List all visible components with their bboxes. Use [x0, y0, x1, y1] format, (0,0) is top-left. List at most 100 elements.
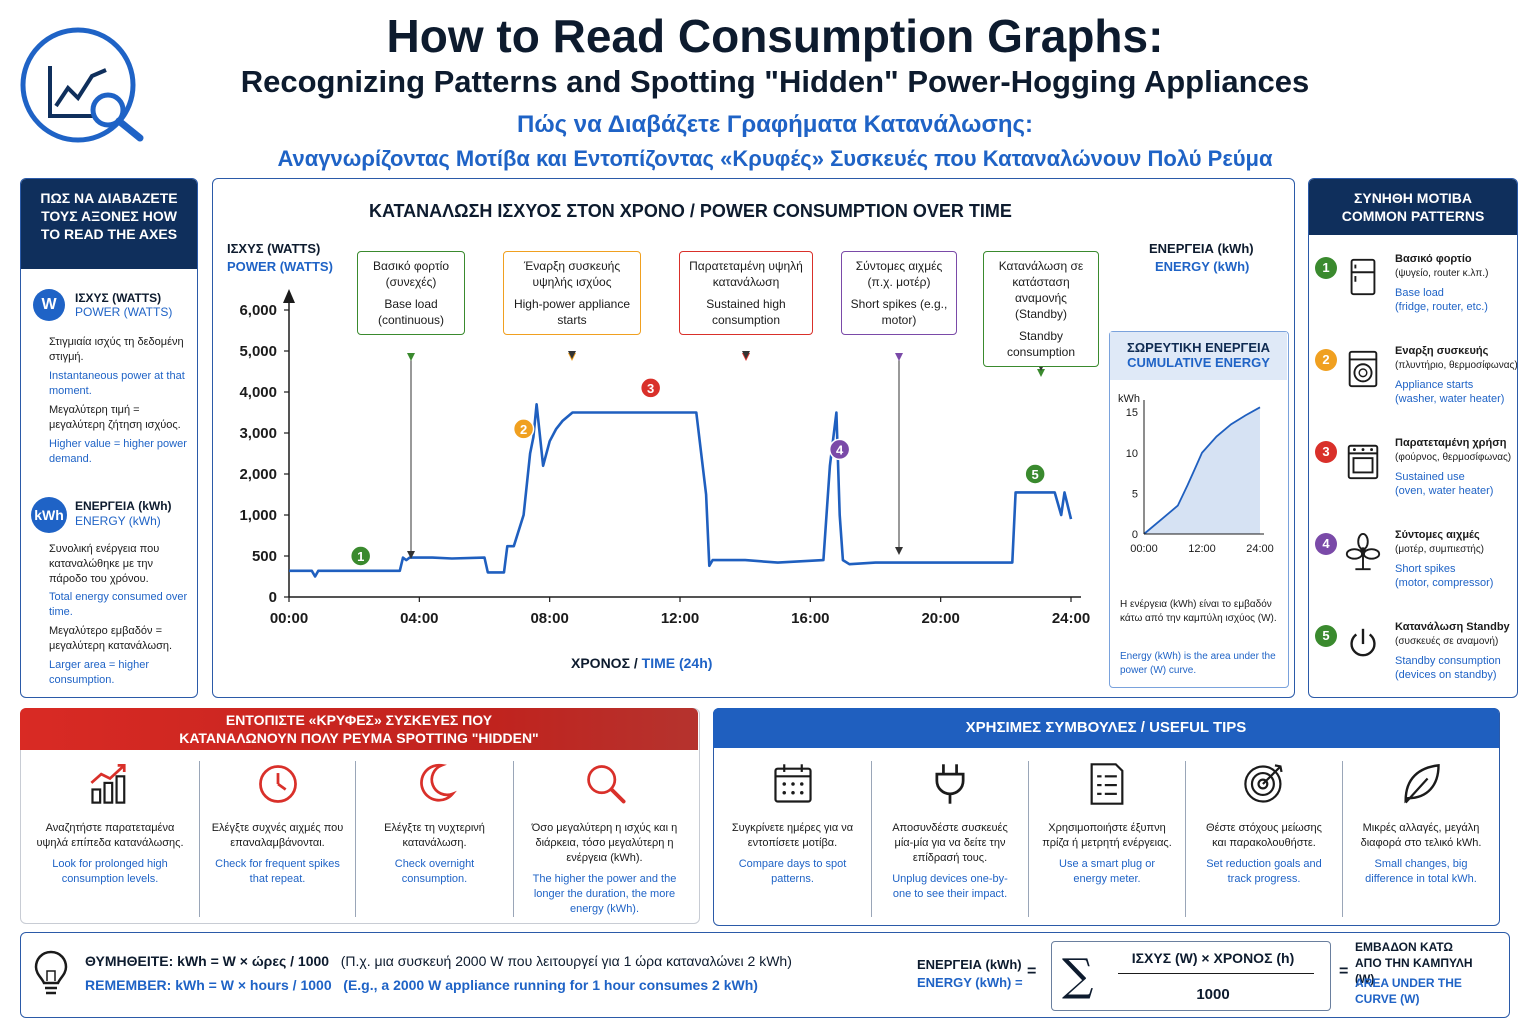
- cumulative-y-tick-label: 5: [1132, 488, 1138, 500]
- cumulative-y-tick-label: 0: [1132, 529, 1138, 541]
- axes-panel: ΠΩΣ ΝΑ ΔΙΑΒΑΖΕΤΕ ΤΟΥΣ ΑΞΟΝΕΣ HOW TO READ…: [20, 178, 198, 698]
- energy-desc-2: Μεγαλύτερο εμβαδόν = μεγαλύτερη κατανάλω…: [49, 625, 173, 652]
- main-chart-right-label: ΕΝΕΡΓΕΙΑ (kWh): [1149, 241, 1254, 256]
- spotting-greek: Ελέγξτε συχνές αιχμές που επαναλαμβάνοντ…: [211, 822, 344, 849]
- pattern-marker: [639, 377, 662, 399]
- pattern-title: Κατανάλωση Standby: [1395, 621, 1510, 633]
- formula-footer: ΘΥΜΗΘΕΙΤΕ: kWh = W × ώρες / 1000 (Π.χ. μ…: [20, 932, 1510, 1018]
- page-title-greek: Πώς να Διαβάζετε Γραφήματα Κατανάλωσης:: [517, 111, 1033, 138]
- y-tick-label: 1,000: [239, 507, 277, 524]
- page-title: How to Read Consumption Graphs:: [386, 10, 1164, 62]
- cumulative-x-tick-label: 00:00: [1130, 543, 1158, 555]
- energy-desc-1: Συνολική ενέργεια που καταναλώθηκε με τη…: [49, 543, 160, 585]
- tips-header: ΧΡΗΣΙΜΕΣ ΣΥΜΒΟΥΛΕΣ / USEFUL TIPS: [713, 708, 1499, 748]
- pattern-item: 5 Κατανάλωση Standby (συσκευές σε αναμον…: [1309, 621, 1517, 697]
- pattern-marker-number: 2: [520, 422, 527, 437]
- remember-formula: ΘΥΜΗΘΕΙΤΕ: kWh = W × ώρες / 1000: [85, 953, 330, 969]
- pattern-english-sub: (motor, compressor): [1395, 577, 1494, 589]
- main-chart-right-label-en: ENERGY (kWh): [1155, 259, 1250, 274]
- main-chart-ylabel-en: POWER (WATTS): [227, 259, 333, 274]
- tip-greek: Χρησιμοποιήστε έξυπνη πρίζα ή μετρητή εν…: [1042, 822, 1172, 849]
- spotting-item: Αναζητήστε παρατεταμένα υψηλά επίπεδα κα…: [21, 761, 199, 917]
- pattern-english: Short spikes: [1395, 563, 1456, 575]
- x-tick-label: 24:00: [1052, 610, 1090, 627]
- callout-english: High-power appliance starts: [513, 297, 631, 327]
- pattern-english-sub: (devices on standby): [1395, 669, 1497, 681]
- y-tick-label: 2,000: [239, 466, 277, 483]
- pattern-marker-number: 1: [357, 549, 364, 564]
- energy-desc-1-en: Total energy consumed over time.: [49, 591, 188, 618]
- formula-numerator: ΙΣΧΥΣ (W) × ΧΡΟΝΟΣ (h): [1131, 950, 1295, 966]
- callout-arrow: [1037, 369, 1045, 377]
- cumulative-area: [1144, 407, 1260, 534]
- callout-arrow: [895, 353, 903, 361]
- spotting-item: Όσο μεγαλύτερη η ισχύς και η διάρκεια, τ…: [513, 761, 695, 917]
- cumulative-note: Η ενέργεια (kWh) είναι το εμβαδόν κάτω α…: [1120, 599, 1277, 624]
- tip-greek: Αποσυνδέστε συσκευές μία-μία για να δείτ…: [892, 822, 1008, 864]
- callout-3: Παρατεταμένη υψηλή κατανάλωση Sustained …: [679, 251, 813, 335]
- callout-english: Short spikes (e.g., motor): [850, 297, 948, 327]
- pattern-english: Sustained use: [1395, 471, 1465, 483]
- target-icon: [1244, 764, 1283, 803]
- plug-icon: [935, 764, 965, 804]
- area-under-curve-en: AREA UNDER THE CURVE (W): [1355, 976, 1462, 1006]
- cumulative-y-unit: kWh: [1118, 393, 1140, 405]
- fan-icon: [1345, 533, 1381, 571]
- magnifier-icon: [586, 765, 626, 804]
- pattern-english-sub: (oven, water heater): [1395, 485, 1494, 497]
- washer-icon: [1348, 350, 1378, 388]
- spotting-panel: ΕΝΤΟΠΙΣΤΕ «ΚΡΥΦΕΣ» ΣΥΣΚΕΥΕΣ ΠΟΥ ΚΑΤΑΝΑΛΩ…: [20, 708, 700, 924]
- cumulative-line: [1143, 406, 1261, 535]
- callout-arrow: [407, 353, 415, 361]
- pattern-title: Παρατεταμένη χρήση: [1395, 437, 1507, 449]
- pattern-marker-number: 5: [1032, 467, 1039, 482]
- pattern-title: Εναρξη συσκευής: [1395, 345, 1489, 357]
- equals-sign-1: =: [1027, 963, 1037, 980]
- energy-eq-label: ΕΝΕΡΓΕΙΑ (kWh): [917, 957, 1022, 972]
- spotting-greek: Όσο μεγαλύτερη η ισχύς και η διάρκεια, τ…: [531, 822, 678, 864]
- cumulative-note-en: Energy (kWh) is the area under the power…: [1120, 651, 1276, 676]
- pattern-title: Βασικό φορτίο: [1395, 253, 1472, 265]
- tip-item: Συγκρίνετε ημέρες για να εντοπίσετε μοτί…: [714, 761, 871, 917]
- page-subtitle: Recognizing Patterns and Spotting "Hidde…: [240, 64, 1310, 99]
- callout-english: Sustained high consumption: [706, 297, 786, 327]
- power-axis-title: ΙΣΧΥΣ (WATTS): [75, 291, 162, 305]
- x-tick-label: 12:00: [661, 610, 699, 627]
- callout-greek: Κατανάλωση σε κατάσταση αναμονής (Standb…: [998, 259, 1084, 321]
- x-tick-label: 16:00: [791, 610, 829, 627]
- pattern-subtitle: (φούρνος, θερμοσίφωνας): [1395, 452, 1512, 463]
- cumulative-y-tick-label: 10: [1126, 448, 1138, 460]
- tip-greek: Μικρές αλλαγές, μεγάλη διαφορά στο τελικ…: [1360, 822, 1482, 849]
- pattern-marker-number: 4: [836, 442, 844, 457]
- bar-chart-icon: [90, 764, 126, 804]
- callout-greek: Έναρξη συσκευής υψηλής ισχύος: [523, 259, 621, 289]
- callout-english: Standby consumption: [1006, 329, 1076, 359]
- patterns-panel-header: ΣΥΝΗΘΗ ΜΟΤΙΒΑ COMMON PATTERNS: [1309, 179, 1517, 235]
- power-desc-1: Στιγμιαία ισχύς τη δεδομένη στιγμή.: [49, 336, 184, 363]
- pattern-item: 2 Εναρξη συσκευής (πλυντήριο, θερμοσίφων…: [1309, 345, 1517, 435]
- main-chart-panel: ΚΑΤΑΝΑΛΩΣΗ ΙΣΧΥΟΣ ΣΤΟΝ ΧΡΟΝΟ / POWER CON…: [212, 178, 1295, 698]
- fridge-icon: [1350, 258, 1376, 296]
- spotting-english: Look for prolonged high consumption leve…: [52, 858, 168, 885]
- cumulative-title-en: CUMULATIVE ENERGY: [1127, 355, 1270, 370]
- formula-box: ∑ ΙΣΧΥΣ (W) × ΧΡΟΝΟΣ (h) 1000: [1051, 941, 1331, 1011]
- pattern-marker: [828, 438, 851, 461]
- spotting-greek: Αναζητήστε παρατεταμένα υψηλά επίπεδα κα…: [36, 822, 184, 849]
- power-line-chart: 0 500 1,000 2,000 3,000 4,000 5,000 6,000 00:00 0…: [239, 289, 1090, 627]
- tip-item: Μικρές αλλαγές, μεγάλη διαφορά στο τελικ…: [1342, 761, 1499, 917]
- cumulative-x-tick-label: 24:00: [1246, 543, 1274, 555]
- spotting-header: ΕΝΤΟΠΙΣΤΕ «ΚΡΥΦΕΣ» ΣΥΣΚΕΥΕΣ ΠΟΥ ΚΑΤΑΝΑΛΩ…: [20, 708, 698, 764]
- pattern-subtitle: (πλυντήριο, θερμοσίφωνας): [1395, 360, 1518, 371]
- power-desc-2-en: Higher value = higher power demand.: [49, 438, 187, 465]
- y-axis-arrow: [283, 289, 295, 303]
- y-tick-label: 6,000: [239, 302, 277, 319]
- list-icon: [1090, 763, 1124, 805]
- spotting-item: Ελέγξτε συχνές αιχμές που επαναλαμβάνοντ…: [199, 761, 355, 917]
- power-icon: [1350, 628, 1376, 657]
- cumulative-x-tick-label: 12:00: [1188, 543, 1216, 555]
- pattern-marker: [512, 418, 535, 440]
- power-axis-title-en: POWER (WATTS): [75, 305, 173, 319]
- callout-tip: [568, 351, 576, 359]
- pattern-english-sub: (washer, water heater): [1395, 393, 1505, 405]
- y-tick-label: 5,000: [239, 343, 277, 360]
